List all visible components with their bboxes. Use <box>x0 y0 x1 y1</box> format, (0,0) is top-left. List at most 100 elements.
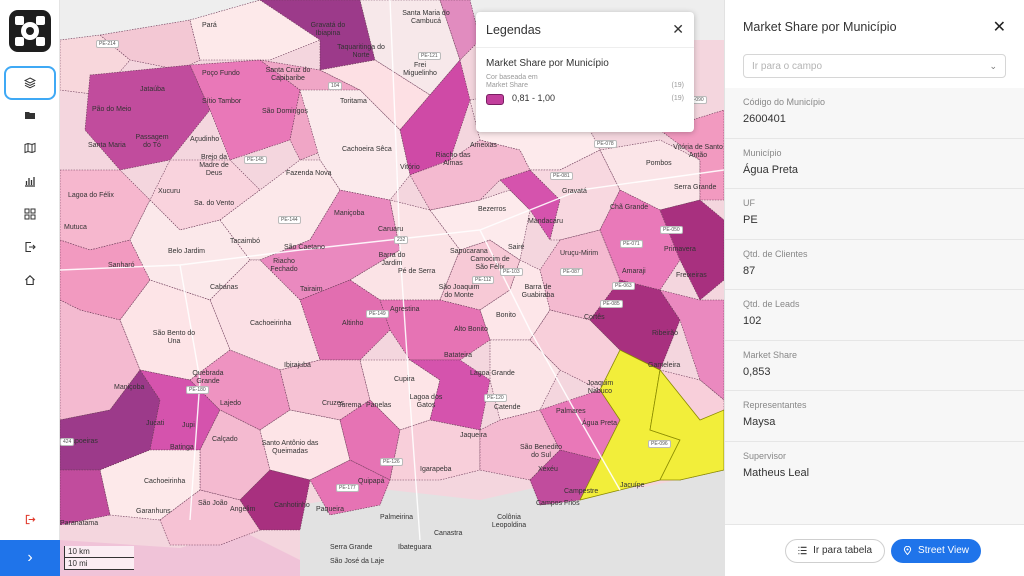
place-label: Ameixas <box>470 142 497 149</box>
road-shield: PE-120 <box>484 394 507 402</box>
place-label: Amaraji <box>622 268 646 275</box>
nav-reports[interactable] <box>4 166 56 196</box>
nav-grid[interactable] <box>4 199 56 229</box>
expand-sidebar-button[interactable]: › <box>0 540 60 576</box>
field-jump-input[interactable] <box>752 60 972 72</box>
municipality-region <box>129 199 251 301</box>
attribute-list: Código do Município 2600401 Município Ág… <box>725 88 1024 524</box>
legend-layer-title: Market Share por Município <box>486 58 609 69</box>
attribute-label: Market Share <box>743 349 798 360</box>
attribute-label: Município <box>743 147 782 158</box>
place-label: Capoeiras <box>66 438 98 445</box>
place-label: Batateira <box>444 352 473 359</box>
place-label: Fazenda Nova <box>286 170 332 177</box>
place-label: Jurema <box>338 402 362 409</box>
place-label: Campestre <box>564 488 599 495</box>
field-jump-select[interactable]: ⌄ <box>743 54 1006 78</box>
place-label: Santo Antônio das Queimadas <box>261 440 319 455</box>
legend-range-label: 0,81 - 1,00 <box>511 93 555 103</box>
place-label: Ibirajuba <box>284 362 311 369</box>
attribute-label: Representantes <box>743 400 807 410</box>
legend-metric-row: Market Share (19) <box>476 82 694 89</box>
nav-home[interactable] <box>4 265 56 295</box>
place-label: Brejo da Madre de Deus <box>199 154 229 177</box>
place-label: Quipapá <box>358 478 385 485</box>
street-view-button[interactable]: Street View <box>891 538 981 563</box>
place-label: Palmares <box>556 408 586 415</box>
place-label: Toritama <box>340 98 367 105</box>
road-shield: PE-145 <box>244 156 267 164</box>
legend-class-row[interactable]: 0,81 - 1,00 (19) <box>476 93 694 105</box>
place-label: Agrestina <box>390 306 420 313</box>
attribute-value: 2600401 <box>743 113 786 125</box>
attribute-value: Água Preta <box>743 163 799 176</box>
road-shield: 424 <box>60 438 75 446</box>
place-label: Jaqueira <box>460 432 487 439</box>
road-shield: PE-177 <box>336 484 359 492</box>
road-shield: PE-112 <box>472 276 495 284</box>
place-label: Alto Bonito <box>454 326 488 333</box>
attribute-label: Qtd. de Clientes <box>743 248 808 259</box>
legend-basis-label: Cor baseada em <box>486 74 538 81</box>
road-shield: PE-063 <box>612 282 635 290</box>
place-label: Batinga <box>170 444 194 451</box>
place-label: Barra do Jardim <box>378 252 406 267</box>
attribute-label: Supervisor <box>743 450 787 461</box>
road-shield: PE-149 <box>366 310 389 318</box>
attribute-value: 0,853 <box>743 365 771 378</box>
road-shield: PE-126 <box>380 458 403 466</box>
nav-export[interactable] <box>4 232 56 262</box>
road-shield: PE-180 <box>186 386 209 394</box>
place-label: Lagoa dos Gatos <box>409 394 443 409</box>
street-view-label: Street View <box>918 545 969 556</box>
legend-class-count: (19) <box>671 95 684 103</box>
municipality-region <box>299 89 411 201</box>
legend-close-icon[interactable]: ✕ <box>672 21 684 37</box>
nav-layers[interactable] <box>4 66 56 100</box>
municipality-region <box>219 159 341 261</box>
municipality-region <box>239 469 311 531</box>
nav-folder[interactable] <box>4 100 56 130</box>
nav-map[interactable] <box>4 133 56 163</box>
attribute-row: Qtd. de Leads 102 <box>725 290 1024 341</box>
place-label: Sítio Tambor <box>202 98 242 105</box>
place-label: Cupira <box>394 376 415 383</box>
place-label: São José da Laje <box>330 558 385 565</box>
chevron-down-icon: ⌄ <box>989 60 997 71</box>
place-label: Chã Grande <box>610 204 649 211</box>
road-shield: PE-144 <box>278 216 301 224</box>
place-label: Água Preta <box>582 420 618 427</box>
attribute-value: 102 <box>743 315 762 327</box>
place-label: São Benedito do Sul <box>519 444 563 459</box>
attribute-row: Supervisor Matheus Leal <box>725 442 1024 493</box>
place-label: Uruçu-Mirim <box>560 250 599 257</box>
go-to-table-label: Ir para tabela <box>813 545 873 556</box>
place-label: Calçado <box>212 436 238 443</box>
place-label: Frei Miguelinho <box>403 62 437 77</box>
place-label: Paranatama <box>60 520 99 527</box>
municipality-region <box>429 189 531 261</box>
list-icon <box>798 546 807 555</box>
detail-panel: Market Share por Município ✕ ⌄ Código do… <box>724 0 1024 576</box>
place-label: Tairaim <box>300 286 323 293</box>
place-label: Passagem do Tó <box>135 134 169 149</box>
place-label: Cachoeirinha <box>250 320 292 327</box>
municipality-region <box>659 289 724 401</box>
legend-header: Legendas ✕ <box>476 12 694 48</box>
place-label: Sapucarana <box>450 248 488 255</box>
go-to-table-button[interactable]: Ir para tabela <box>785 538 886 563</box>
place-label: Joaquim Nabuco <box>586 380 614 395</box>
panel-close-icon[interactable]: ✕ <box>992 19 1006 36</box>
attribute-value: 87 <box>743 264 756 277</box>
map-scale-bar: 10 km 10 mi <box>64 546 134 570</box>
panel-title: Market Share por Município <box>743 20 897 34</box>
road-shield: PE-096 <box>648 440 671 448</box>
brand-logo <box>9 10 51 52</box>
place-label: Bezerros <box>478 206 507 213</box>
logout-button[interactable] <box>4 508 56 530</box>
sidebar: › <box>0 0 60 576</box>
place-label: Riacho das Almas <box>435 152 471 167</box>
attribute-row: Código do Município 2600401 <box>725 88 1024 139</box>
place-label: Santa Cruz do Capibaribe <box>265 67 311 82</box>
place-label: Barra de Guabiraba <box>521 284 555 299</box>
